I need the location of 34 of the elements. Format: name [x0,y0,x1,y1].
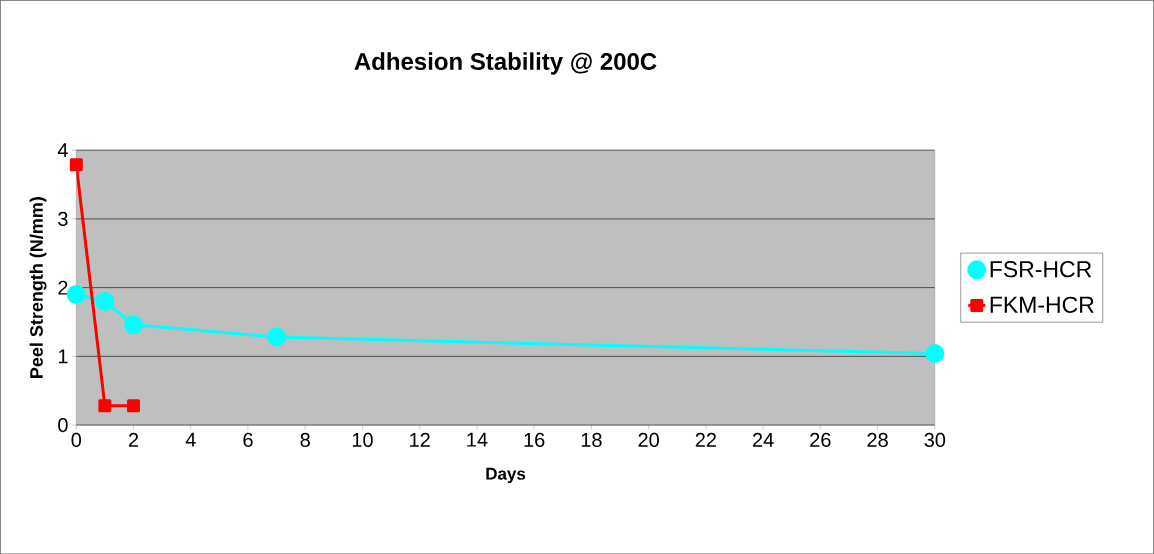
point [127,399,141,413]
y-tick-label: 3 [58,211,68,226]
x-tick-label: 16 [524,432,545,447]
y-tick-label: 1 [58,349,68,364]
chart-title: Adhesion Stability @ 200C [354,52,657,75]
x-tick-label: 10 [352,432,373,447]
x-tick-label: 2 [128,432,139,447]
point [925,343,945,363]
point [66,284,86,304]
x-tick-label: 30 [924,432,946,447]
x-tick-label: 0 [71,432,82,447]
x-tick-label: 26 [810,432,831,447]
point [98,399,112,413]
point [95,291,115,311]
x-tick-label: 14 [467,432,488,447]
x-tick-label: 18 [581,432,602,447]
x-tick-label: 12 [410,432,430,447]
x-tick-label: 24 [752,432,774,447]
y-tick-label: 4 [57,143,68,157]
x-tick-label: 20 [638,432,659,447]
legend-label: FSR-HCR [990,260,1092,278]
x-axis-title: Days [486,467,526,483]
x-tick-label: 28 [867,432,888,447]
x-tick-label: 22 [695,432,716,447]
y-tick-label: 0 [58,417,68,432]
point [69,158,83,171]
x-tick-label: 8 [300,432,310,447]
y-tick-label: 2 [58,280,68,295]
y-axis-title: Peel Strength (N/mm) [29,196,47,378]
point [267,327,287,347]
x-tick-label: 6 [243,432,253,447]
x-tick-label: 4 [185,432,196,447]
point [124,315,144,335]
legend-label: FKM-HCR [990,296,1094,313]
